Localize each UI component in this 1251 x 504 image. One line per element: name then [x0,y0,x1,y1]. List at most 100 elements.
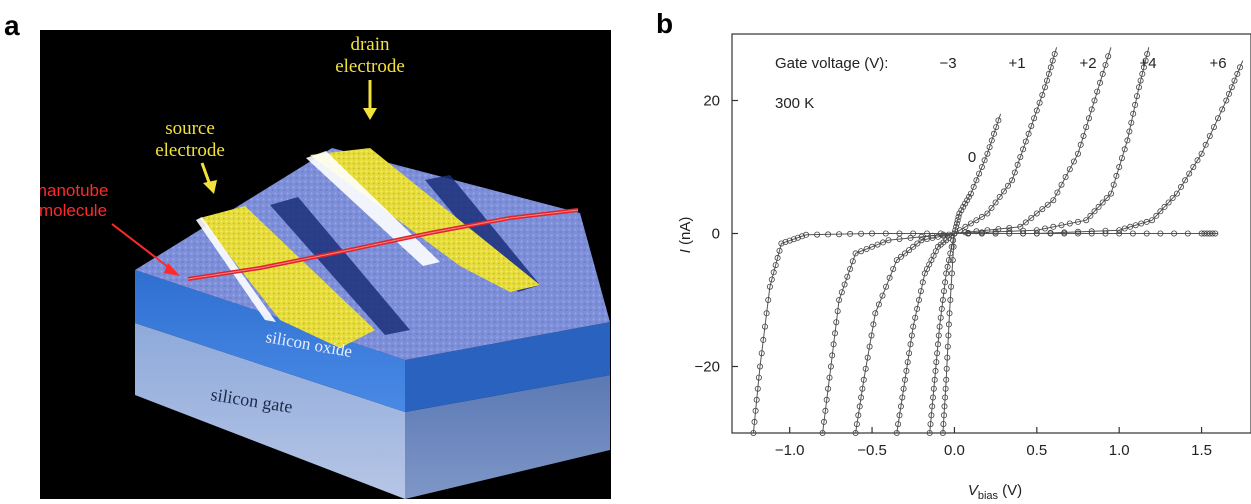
data-point [757,363,764,370]
data-point [910,323,917,330]
curve-label: −3 [939,55,956,72]
data-point [1020,230,1027,237]
data-point [932,367,939,374]
data-point [852,429,859,436]
data-point [978,230,985,237]
data-point [1088,230,1095,237]
data-point [1161,203,1168,210]
data-point [941,403,948,410]
data-point [1022,138,1029,145]
data-point [803,231,810,238]
data-point [976,170,983,177]
x-tick-label: 1.0 [1109,442,1130,459]
data-point [858,230,865,237]
data-point [1009,177,1016,184]
data-point [782,238,789,245]
data-point [875,301,882,308]
source-edge [196,217,276,322]
data-point [863,245,870,252]
data-point [988,204,995,211]
data-point [910,243,917,250]
data-point [1047,64,1054,71]
data-point [1017,223,1024,230]
source-label-line1: source [165,118,215,139]
data-point [1116,230,1123,237]
y-tick-label: −20 [695,359,720,376]
data-point [896,235,903,242]
drain-arrow-head [363,108,377,120]
data-point [1051,50,1058,57]
y-tick-label: 20 [703,93,720,110]
x-axis-label: Vbias (V) [968,482,1022,499]
data-point [1132,222,1139,229]
data-point [1194,157,1201,164]
data-point [1039,92,1046,99]
data-point [1142,57,1149,64]
data-point [1105,53,1112,60]
data-point [934,233,941,240]
data-point [1226,90,1233,97]
data-point [1058,222,1065,229]
data-point [942,279,949,286]
data-point [945,332,952,339]
x-tick-label: −1.0 [775,442,805,459]
x-tick-label: 0.5 [1026,442,1047,459]
data-point [1080,133,1087,140]
source-arrow-shaft [200,162,212,186]
data-point [1143,230,1150,237]
data-point [1237,64,1244,71]
data-point [1135,84,1142,91]
data-point [751,418,758,425]
data-point [953,220,960,227]
data-point [933,359,940,366]
data-point [947,250,954,257]
data-point [1074,228,1081,235]
data-point [1058,181,1065,188]
data-point [962,229,969,236]
data-point [1047,229,1054,236]
data-point [833,319,840,326]
data-point [874,241,881,248]
data-point [1144,50,1151,57]
data-point [814,231,821,238]
data-point [829,352,836,359]
data-point [1143,218,1150,225]
data-point [945,231,952,238]
data-point [914,305,921,312]
data-point [1110,181,1117,188]
data-point [1210,124,1217,131]
data-point [1130,110,1137,117]
data-point [992,199,999,206]
data-point [868,332,875,339]
data-point [984,150,991,157]
curves-layer [752,47,1244,434]
data-point [929,403,936,410]
data-point [1045,70,1052,77]
data-point [993,124,1000,131]
data-point [847,265,854,272]
iv-chart: −1.0 −0.5 0.0 0.5 1.0 1.5 −20 0 20 Gate voltage … [670,20,1251,502]
nanotube-arrow-head [164,263,180,276]
data-point [1066,220,1073,227]
data-point [1074,230,1081,237]
data-point [915,296,922,303]
data-point [1000,188,1007,195]
nanotube-arrow-shaft [111,223,173,271]
temperature-label: 300 K [775,95,814,112]
data-point [1113,172,1120,179]
data-point [1215,115,1222,122]
data-point [1223,97,1230,104]
data-point [960,203,967,210]
data-point [945,321,952,328]
data-point [918,233,925,240]
data-point [1231,77,1238,84]
data-point [939,429,946,436]
data-point [1050,223,1057,230]
data-point [955,213,962,220]
data-point [929,234,936,241]
data-point [1157,230,1164,237]
data-point [755,374,762,381]
data-point [943,270,950,277]
data-point [1186,170,1193,177]
data-point [995,117,1002,124]
